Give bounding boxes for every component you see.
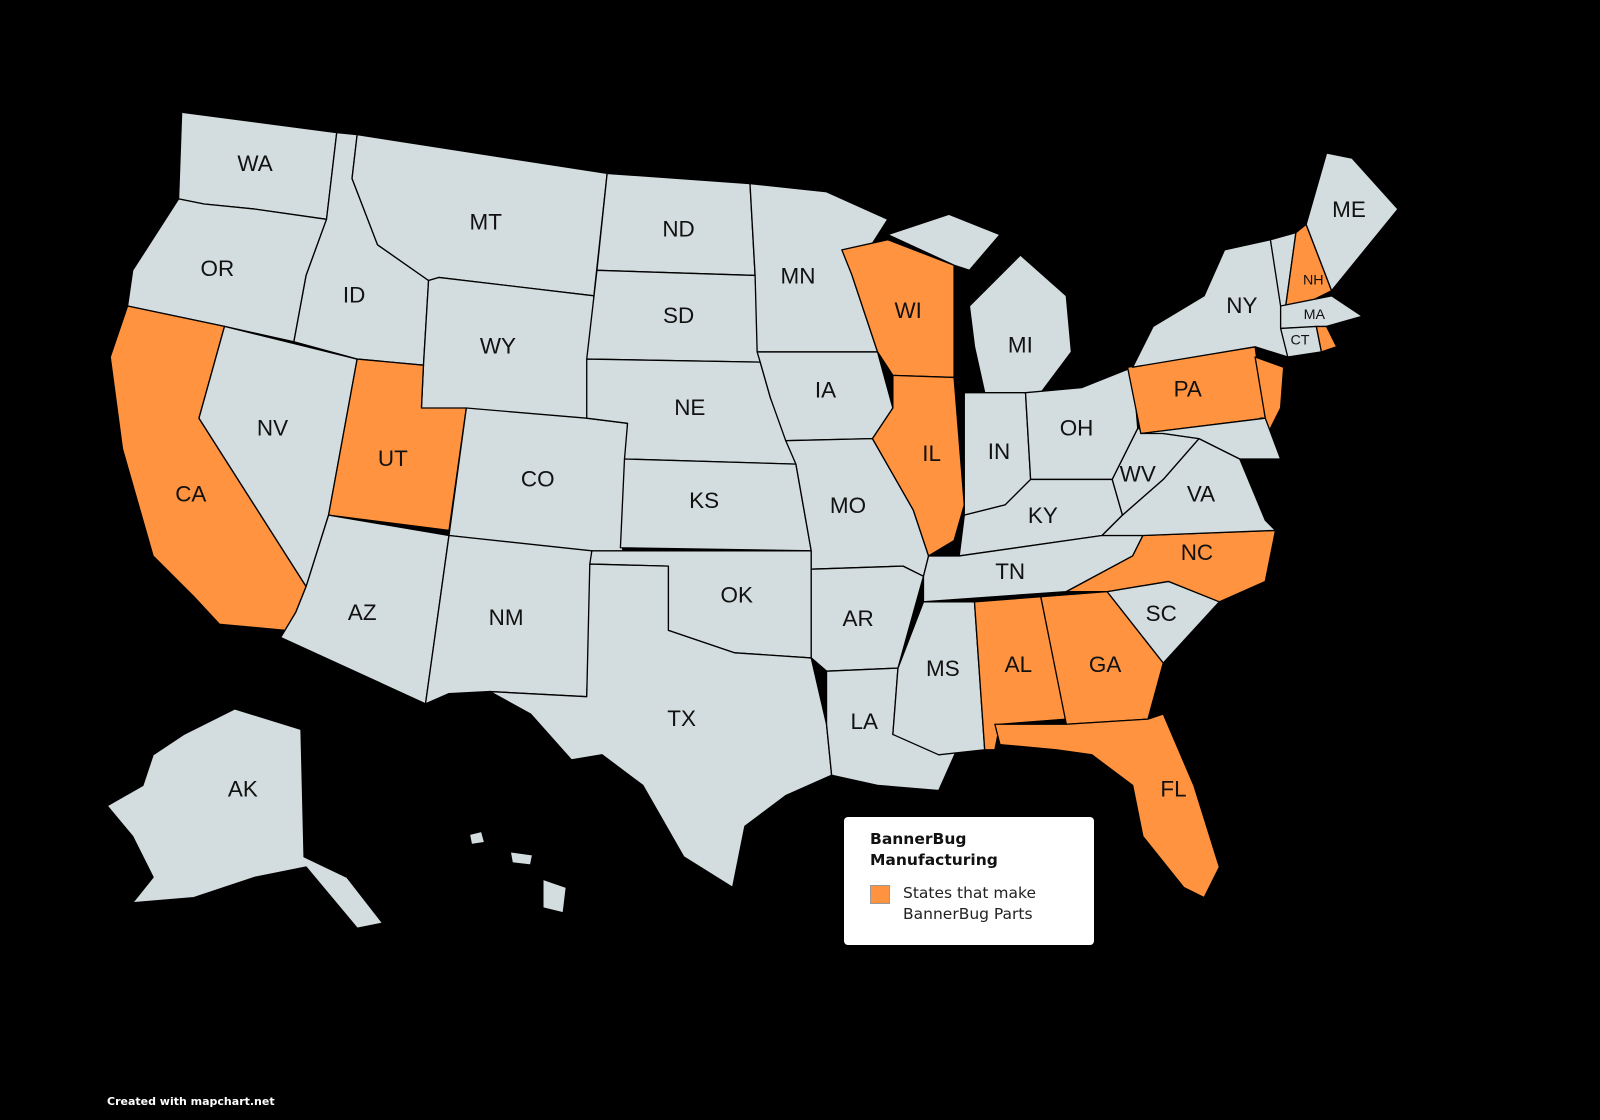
state-ny[interactable] [1131,239,1289,368]
state-mi[interactable] [968,254,1073,394]
state-label-ak: AK [228,776,258,801]
state-label-tx: TX [667,706,696,731]
state-tx[interactable] [489,563,833,889]
state-label-ca: CA [175,482,206,507]
state-label-fl: FL [1160,776,1186,801]
state-ri[interactable] [1315,325,1338,353]
state-label-ut: UT [378,446,408,471]
state-label-al: AL [1005,652,1032,677]
state-label-ok: OK [721,583,753,608]
state-label-in: IN [988,439,1010,464]
state-label-wy: WY [480,334,516,359]
legend: BannerBug Manufacturing States that make… [844,817,1094,945]
state-label-ct: CT [1290,332,1309,348]
credit-text: Created with mapchart.net [107,1095,275,1108]
state-wi[interactable] [841,239,955,379]
state-label-wa: WA [237,151,272,176]
state-label-mn: MN [781,263,816,288]
state-label-ga: GA [1089,652,1121,677]
state-ak[interactable] [106,708,384,929]
state-hi[interactable] [509,851,534,866]
state-label-co: CO [521,466,555,491]
state-label-mo: MO [830,493,866,518]
state-label-tn: TN [995,559,1025,584]
state-label-sd: SD [663,303,694,328]
state-label-sc: SC [1146,601,1177,626]
state-label-ny: NY [1226,293,1257,318]
state-ma[interactable] [1279,295,1363,330]
state-label-or: OR [201,256,235,281]
state-label-id: ID [343,283,365,308]
state-label-ia: IA [815,378,836,403]
legend-swatch [870,885,890,904]
state-label-mt: MT [470,209,503,234]
state-label-nv: NV [257,415,288,440]
state-label-oh: OH [1060,415,1094,440]
state-label-va: VA [1187,482,1215,507]
state-label-ms: MS [926,656,960,681]
state-label-il: IL [922,441,941,466]
state-hi[interactable] [468,830,486,846]
legend-entry: States that make BannerBug Parts [870,883,1068,925]
labels-layer: WA OR CA NV ID MT WY UT CO AZ NM ND SD NE KS OK TX MN IA MO… [175,151,1366,801]
state-label-ky: KY [1028,503,1058,528]
state-label-me: ME [1332,197,1366,222]
state-label-la: LA [851,709,878,734]
state-label-nm: NM [489,605,524,630]
state-label-ne: NE [674,395,705,420]
state-mi[interactable] [887,213,1001,271]
state-hi[interactable] [542,878,567,914]
state-nc[interactable] [1065,529,1277,603]
state-label-ma: MA [1304,307,1326,323]
state-fl[interactable] [994,713,1221,899]
state-label-az: AZ [348,600,377,625]
state-label-pa: PA [1174,377,1202,402]
state-label-wv: WV [1120,461,1156,486]
states-layer [106,111,1399,929]
state-label-nc: NC [1181,540,1213,565]
state-me[interactable] [1305,152,1399,292]
state-label-ar: AR [843,606,874,631]
state-label-nh: NH [1303,272,1324,288]
state-md[interactable] [1140,417,1282,460]
state-label-wi: WI [894,298,921,323]
state-label-ks: KS [689,488,719,513]
legend-entry-label: States that make BannerBug Parts [903,884,1036,923]
legend-title: BannerBug Manufacturing [870,830,998,869]
state-label-mi: MI [1008,333,1033,358]
state-label-nd: ND [662,216,694,241]
